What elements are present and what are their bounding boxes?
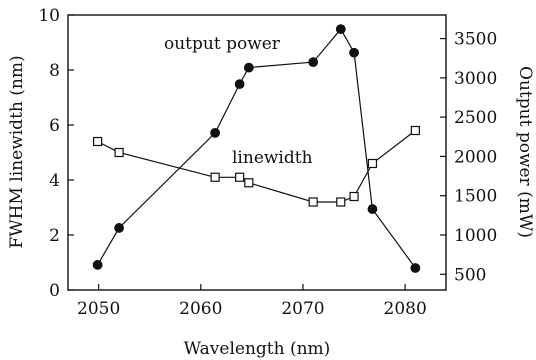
x-tick-label: 2060	[179, 299, 222, 319]
linewidth-point	[114, 147, 124, 158]
left-tick-label: 6	[49, 116, 60, 136]
right-axis-ticks: 500 1000 1500 2000 2500 3000 3500	[440, 30, 497, 285]
output-power-line	[97, 28, 416, 269]
right-tick-label: 3500	[454, 30, 497, 50]
x-tick-label: 2080	[384, 299, 427, 319]
linewidth-point	[235, 172, 245, 182]
x-axis-title: Wavelength (nm)	[184, 339, 331, 359]
left-tick-label: 2	[49, 226, 60, 246]
output-power-point	[308, 57, 319, 68]
linewidth-point	[210, 172, 220, 182]
linewidth-point	[244, 178, 254, 188]
output-power-point	[243, 62, 254, 73]
left-tick-label: 0	[49, 281, 60, 301]
right-tick-label: 2000	[454, 147, 497, 167]
annotation-output-power: output power	[164, 34, 281, 54]
right-y-axis-title: Output power (mW)	[515, 66, 535, 238]
output-power-point	[92, 259, 103, 270]
linewidth-point	[349, 191, 359, 202]
output-power-point	[234, 79, 245, 90]
series-lines	[97, 28, 416, 269]
output-power-point	[410, 263, 421, 273]
output-power-point	[349, 47, 359, 58]
x-tick-label: 2070	[281, 299, 324, 319]
output-power-point	[114, 223, 124, 233]
linewidth-point	[367, 158, 378, 169]
left-tick-label: 8	[49, 61, 60, 81]
linewidth-point	[308, 197, 318, 207]
output-power-point	[367, 204, 378, 214]
right-tick-label: 1000	[454, 226, 497, 246]
left-y-axis-title: FWHM linewidth (nm)	[7, 55, 27, 248]
linewidth-point	[93, 136, 103, 147]
right-tick-label: 500	[454, 265, 486, 285]
linewidth-line	[97, 130, 416, 203]
output-power-point	[335, 24, 346, 35]
x-axis-ticks: 2050 2060 2070 2080	[77, 284, 427, 319]
series-markers	[92, 24, 421, 273]
annotation-linewidth: linewidth	[232, 148, 313, 168]
right-tick-label: 1500	[454, 187, 497, 207]
left-axis-ticks: 0 2 4 6 8 10	[38, 6, 74, 301]
plot-frame	[67, 14, 447, 291]
right-tick-label: 2500	[454, 108, 497, 128]
right-tick-label: 3000	[454, 69, 497, 89]
linewidth-point	[336, 197, 346, 207]
x-tick-label: 2050	[77, 299, 120, 319]
linewidth-point	[410, 125, 420, 136]
left-tick-label: 4	[49, 171, 60, 191]
left-tick-label: 10	[38, 6, 60, 26]
output-power-point	[210, 127, 221, 138]
